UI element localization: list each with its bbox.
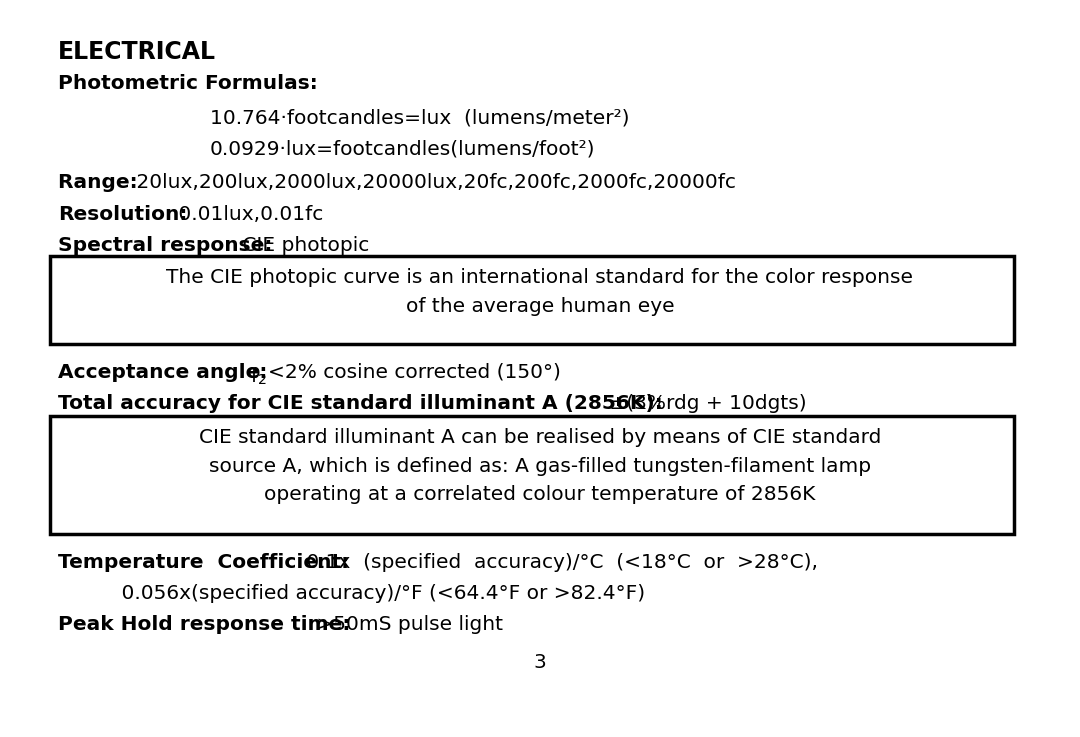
Text: Total accuracy for CIE standard illuminant A (2856K):: Total accuracy for CIE standard illumina… — [58, 394, 663, 413]
Text: ±(3%rdg + 10dgts): ±(3%rdg + 10dgts) — [603, 394, 807, 413]
Text: 10.764·footcandles=lux  (lumens/meter²): 10.764·footcandles=lux (lumens/meter²) — [210, 108, 630, 127]
Text: operating at a correlated colour temperature of 2856K: operating at a correlated colour tempera… — [265, 485, 815, 504]
Text: of the average human eye: of the average human eye — [406, 297, 674, 315]
Text: source A, which is defined as: A gas-filled tungsten-filament lamp: source A, which is defined as: A gas-fil… — [208, 457, 872, 475]
Text: Photometric Formulas:: Photometric Formulas: — [58, 74, 318, 93]
Text: Resolution:: Resolution: — [58, 205, 187, 223]
Bar — [50, 416, 1014, 534]
Text: Range:: Range: — [58, 173, 145, 192]
Text: 0.056x(specified accuracy)/°F (<64.4°F or >82.4°F): 0.056x(specified accuracy)/°F (<64.4°F o… — [96, 584, 645, 603]
Text: 0.01lux,0.01fc: 0.01lux,0.01fc — [172, 205, 323, 223]
Text: ELECTRICAL: ELECTRICAL — [58, 40, 216, 64]
Text: CIE standard illuminant A can be realised by means of CIE standard: CIE standard illuminant A can be realise… — [199, 428, 881, 447]
Text: 0.1x  (specified  accuracy)/°C  (<18°C  or  >28°C),: 0.1x (specified accuracy)/°C (<18°C or >… — [300, 553, 818, 572]
Bar — [50, 256, 1014, 344]
Text: 0.0929·lux=footcandles(lumens/foot²): 0.0929·lux=footcandles(lumens/foot²) — [210, 139, 595, 158]
Text: <2% cosine corrected (150°): <2% cosine corrected (150°) — [268, 363, 561, 382]
Text: 2: 2 — [258, 373, 267, 387]
Text: Peak Hold response time:: Peak Hold response time: — [58, 615, 350, 634]
Text: Spectral response:: Spectral response: — [58, 236, 272, 255]
Text: 20lux,200lux,2000lux,20000lux,20fc,200fc,2000fc,20000fc: 20lux,200lux,2000lux,20000lux,20fc,200fc… — [130, 173, 735, 192]
Text: CIE photopic: CIE photopic — [237, 236, 369, 255]
Text: The CIE photopic curve is an international standard for the color response: The CIE photopic curve is an internation… — [166, 268, 914, 287]
Text: Acceptance angle:: Acceptance angle: — [58, 363, 268, 382]
Text: 3: 3 — [534, 652, 546, 671]
Text: Temperature  Coefficient:: Temperature Coefficient: — [58, 553, 349, 572]
Text: >50mS pulse light: >50mS pulse light — [310, 615, 503, 634]
Text: φ: φ — [241, 363, 260, 382]
